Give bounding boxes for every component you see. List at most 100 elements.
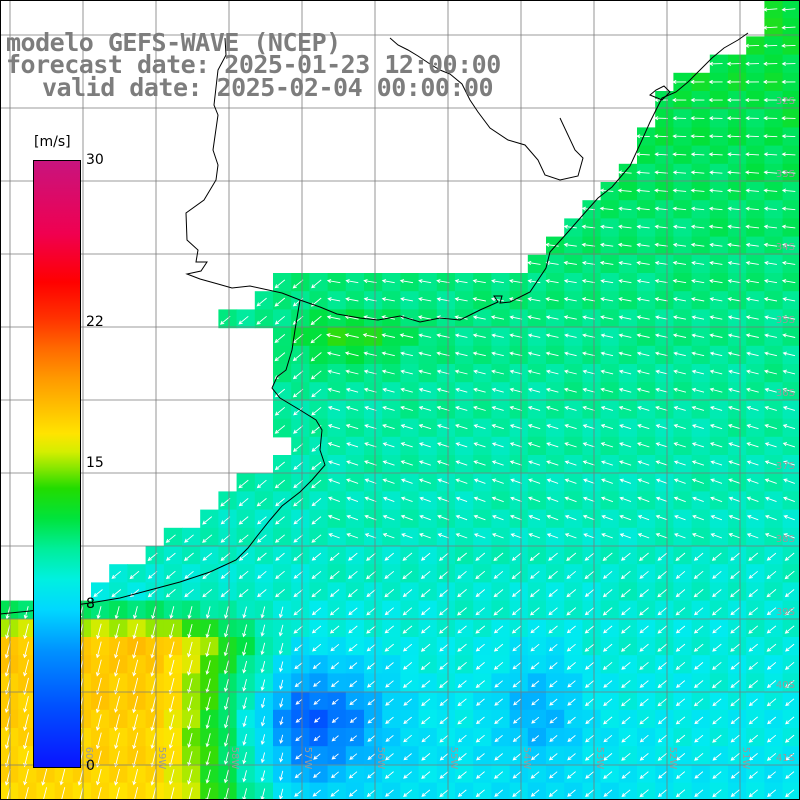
wind-arrow bbox=[311, 534, 322, 543]
wind-arrow bbox=[491, 405, 504, 411]
wind-arrow bbox=[639, 680, 649, 688]
wind-arrow bbox=[349, 735, 357, 742]
wind-arrow bbox=[620, 589, 631, 598]
wind-arrow bbox=[364, 496, 377, 503]
wind-arrow bbox=[619, 496, 632, 503]
wind-arrow bbox=[782, 424, 796, 430]
wind-arrow bbox=[400, 351, 414, 357]
wind-speed-cell bbox=[509, 709, 529, 729]
wind-arrow bbox=[293, 498, 304, 507]
wind-arrow bbox=[691, 387, 705, 393]
wind-arrow bbox=[691, 351, 705, 357]
wind-arrow bbox=[114, 787, 120, 800]
wind-arrow bbox=[784, 680, 795, 689]
wind-arrow bbox=[511, 552, 522, 561]
wind-arrow bbox=[675, 552, 686, 562]
wind-arrow bbox=[564, 533, 577, 539]
wind-arrow bbox=[602, 661, 613, 670]
wind-arrow bbox=[745, 61, 760, 66]
wind-arrow bbox=[566, 607, 577, 616]
wind-arrow bbox=[457, 698, 467, 707]
wind-speed-cell bbox=[273, 327, 292, 347]
wind-arrow bbox=[767, 716, 777, 725]
wind-arrow bbox=[420, 552, 431, 561]
wind-arrow bbox=[785, 771, 795, 779]
wind-arrow bbox=[472, 315, 486, 320]
wind-arrow bbox=[242, 733, 247, 746]
wind-arrow bbox=[132, 732, 139, 750]
wind-arrow bbox=[344, 333, 359, 338]
wind-arrow bbox=[439, 643, 449, 652]
wind-arrow bbox=[511, 607, 522, 616]
wind-speed-cell bbox=[473, 709, 492, 729]
wind-arrow bbox=[512, 680, 522, 688]
wind-arrow bbox=[566, 552, 577, 562]
wind-arrow bbox=[708, 206, 723, 211]
wind-arrow bbox=[275, 589, 285, 598]
wind-arrow bbox=[730, 789, 740, 798]
wind-arrow bbox=[279, 752, 284, 763]
wind-arrow bbox=[784, 661, 795, 670]
wind-arrow bbox=[764, 351, 778, 357]
wind-arrow bbox=[745, 134, 759, 139]
wind-arrow bbox=[510, 478, 522, 484]
wind-arrow bbox=[346, 496, 359, 503]
wind-arrow bbox=[329, 589, 340, 598]
wind-arrow bbox=[437, 533, 450, 539]
wind-arrow bbox=[223, 642, 229, 657]
wind-arrow bbox=[675, 625, 686, 634]
wind-arrow bbox=[602, 607, 613, 616]
wind-arrow bbox=[618, 315, 632, 320]
wind-arrow bbox=[202, 552, 213, 561]
wind-arrow bbox=[546, 478, 559, 484]
wind-arrow bbox=[582, 333, 595, 338]
wind-arrow bbox=[672, 224, 687, 229]
wind-arrow bbox=[279, 734, 284, 744]
wind-arrow bbox=[548, 789, 558, 798]
wind-arrow bbox=[709, 242, 723, 247]
wind-arrow bbox=[382, 405, 395, 411]
wind-arrow bbox=[618, 351, 632, 357]
wind-arrow bbox=[581, 260, 596, 266]
wind-arrow bbox=[293, 425, 304, 434]
wind-arrow bbox=[709, 170, 723, 175]
wind-arrow bbox=[636, 387, 650, 393]
wind-arrow bbox=[292, 297, 304, 307]
latitude-label: 35S bbox=[776, 315, 795, 326]
wind-arrow bbox=[673, 442, 686, 448]
wind-arrow bbox=[223, 751, 229, 765]
wind-arrow bbox=[602, 643, 613, 652]
wind-arrow bbox=[636, 351, 650, 357]
wind-arrow bbox=[491, 333, 504, 338]
wind-arrow bbox=[493, 589, 504, 598]
wind-arrow bbox=[548, 625, 558, 634]
wind-arrow bbox=[549, 698, 558, 706]
wind-arrow bbox=[781, 25, 796, 30]
wind-arrow bbox=[454, 369, 468, 375]
wind-arrow bbox=[95, 768, 102, 786]
wind-arrow bbox=[385, 789, 394, 797]
wind-arrow bbox=[710, 496, 723, 503]
wind-arrow bbox=[527, 424, 541, 430]
wind-arrow bbox=[367, 753, 376, 761]
wind-arrow bbox=[764, 315, 777, 320]
wind-arrow bbox=[274, 297, 286, 307]
wind-arrow bbox=[528, 460, 541, 466]
wind-arrow bbox=[384, 643, 394, 652]
wind-arrow bbox=[530, 789, 540, 797]
wind-arrow bbox=[292, 388, 304, 398]
wind-arrow bbox=[564, 351, 577, 357]
wind-arrow bbox=[457, 570, 467, 580]
wind-arrow bbox=[673, 405, 686, 411]
wind-arrow bbox=[311, 461, 322, 470]
wind-arrow bbox=[545, 260, 559, 266]
wind-arrow bbox=[712, 771, 722, 779]
wind-arrow bbox=[330, 789, 340, 797]
wind-arrow bbox=[764, 333, 777, 338]
latitude-label: 39S bbox=[776, 607, 795, 618]
wind-arrow bbox=[400, 405, 414, 411]
wind-arrow bbox=[566, 771, 576, 779]
wind-arrow bbox=[675, 716, 686, 725]
wind-arrow bbox=[475, 680, 485, 689]
